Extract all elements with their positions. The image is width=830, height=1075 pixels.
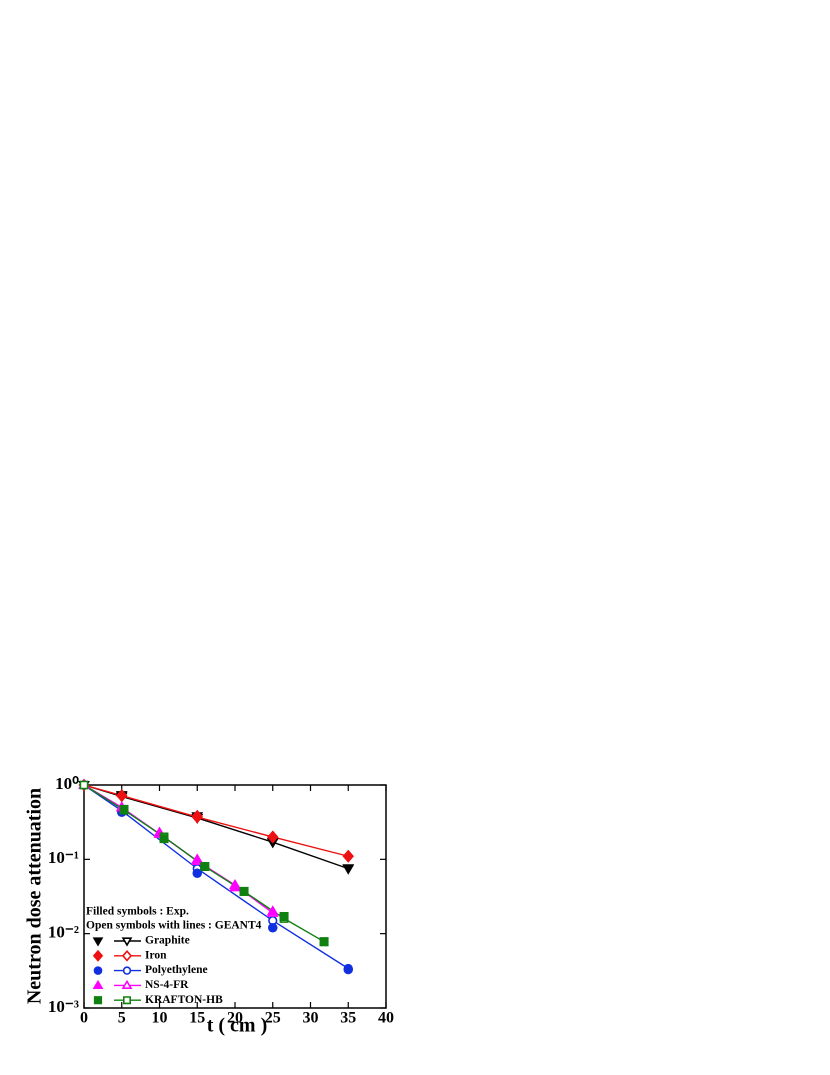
marker: [343, 964, 353, 975]
x-axis-label: t ( cm ): [207, 1015, 268, 1037]
legend-label: Iron: [145, 949, 167, 961]
marker: [121, 949, 133, 962]
marker: [122, 966, 132, 975]
marker: [268, 923, 278, 933]
marker: [279, 912, 289, 922]
marker: [79, 780, 89, 790]
x-tick-label: 40: [378, 1010, 394, 1027]
marker: [200, 862, 210, 872]
legend-label: KRAFTON-HB: [145, 994, 223, 1006]
x-tick-label: 10: [152, 1010, 168, 1027]
y-tick-label: 10⁰: [55, 774, 79, 793]
marker: [229, 881, 241, 892]
marker: [192, 868, 202, 878]
marker: [92, 979, 104, 990]
y-tick-label: 10⁻¹: [48, 848, 79, 867]
x-tick-label: 5: [118, 1010, 126, 1027]
x-tick-label: 35: [340, 1010, 356, 1027]
x-tick-label: 30: [303, 1010, 319, 1027]
x-tick-label: 15: [189, 1010, 205, 1027]
x-tick-label: 0: [80, 1010, 88, 1027]
y-axis-label: Neutron dose attenuation: [24, 788, 46, 1004]
marker: [159, 834, 169, 844]
marker: [319, 937, 329, 947]
legend-label: NS-4-FR: [145, 979, 189, 991]
x-tick-label: 25: [265, 1010, 281, 1027]
marker: [191, 809, 203, 823]
y-tick-label: 10⁻³: [48, 997, 79, 1016]
legend-label: Graphite: [145, 935, 190, 947]
legend-label: Polyethylene: [145, 964, 208, 976]
y-tick-label: 10⁻²: [48, 923, 79, 942]
legend-header: Filled symbols : Exp.: [86, 906, 189, 918]
marker: [123, 996, 131, 1005]
marker: [93, 966, 103, 975]
marker: [191, 853, 204, 864]
marker: [239, 886, 249, 896]
marker: [93, 996, 103, 1005]
marker: [342, 849, 354, 863]
marker: [342, 864, 355, 875]
legend-header: Open symbols with lines : GEANT4: [86, 920, 262, 932]
marker: [119, 804, 129, 814]
marker: [121, 937, 133, 947]
marker: [267, 830, 279, 844]
marker: [92, 937, 104, 947]
marker: [121, 979, 133, 989]
marker: [266, 905, 279, 916]
plot-frame: [83, 784, 387, 1009]
marker: [92, 949, 104, 962]
x-tick-label: 20: [227, 1010, 243, 1027]
